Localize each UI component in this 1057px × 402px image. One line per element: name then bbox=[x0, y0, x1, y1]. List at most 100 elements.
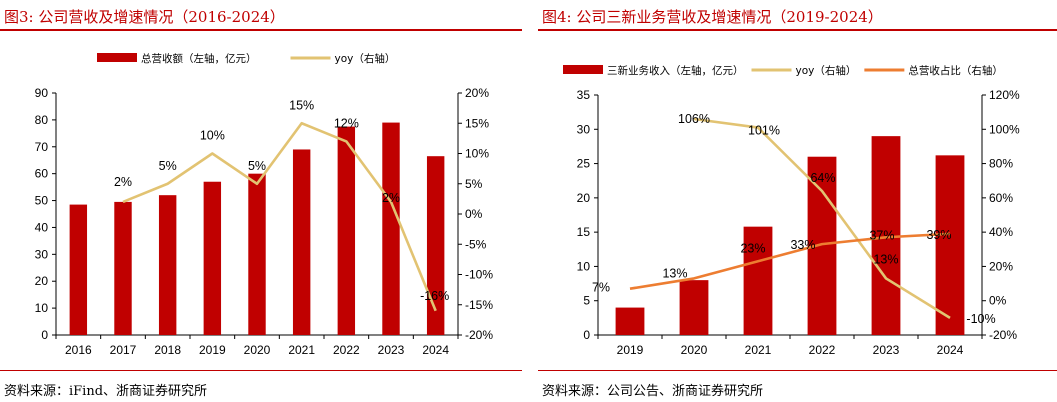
right-tick-label: 0% bbox=[465, 207, 483, 221]
x-tick-label: 2022 bbox=[809, 343, 836, 357]
data-label: 7% bbox=[592, 281, 610, 295]
left-tick-label: 10 bbox=[577, 259, 591, 273]
bar bbox=[382, 122, 400, 335]
bar bbox=[158, 195, 177, 335]
data-label: -16% bbox=[420, 289, 449, 303]
left-tick-label: 30 bbox=[35, 247, 49, 261]
data-label: 23% bbox=[740, 241, 765, 255]
left-tick-label: 15 bbox=[577, 225, 591, 239]
legend-label: yoy（右轴） bbox=[796, 64, 857, 77]
figure-title: 图4: 公司三新业务营收及增速情况（2019-2024） bbox=[542, 8, 883, 26]
left-tick-label: 5 bbox=[583, 294, 590, 308]
title-rule bbox=[538, 29, 1057, 31]
figure-title: 图3: 公司营收及增速情况（2016-2024） bbox=[4, 8, 285, 26]
right-tick-label: 0% bbox=[989, 294, 1007, 308]
right-tick-label: 20% bbox=[989, 259, 1013, 273]
x-tick-label: 2021 bbox=[745, 343, 772, 357]
data-label: 10% bbox=[200, 129, 225, 143]
data-label: 101% bbox=[748, 124, 780, 138]
left-tick-label: 10 bbox=[35, 301, 49, 315]
x-tick-label: 2017 bbox=[110, 343, 137, 357]
right-tick-label: -20% bbox=[989, 328, 1017, 342]
x-tick-label: 2021 bbox=[288, 343, 315, 357]
bar bbox=[935, 155, 965, 335]
right-tick-label: 100% bbox=[989, 122, 1020, 136]
left-tick-label: 90 bbox=[35, 86, 49, 100]
legend-label: 三新业务收入（左轴，亿元） bbox=[607, 64, 744, 77]
x-tick-label: 2019 bbox=[617, 343, 644, 357]
right-tick-label: -10% bbox=[465, 268, 493, 282]
series-line bbox=[122, 121, 437, 312]
left-tick-label: 40 bbox=[35, 220, 49, 234]
left-tick-label: 50 bbox=[35, 194, 49, 208]
data-label: 5% bbox=[159, 159, 177, 173]
bar bbox=[203, 181, 222, 335]
right-tick-label: 10% bbox=[465, 147, 489, 161]
data-label: 12% bbox=[334, 116, 359, 130]
title-rule bbox=[0, 29, 522, 31]
left-tick-label: 30 bbox=[577, 122, 591, 136]
data-label: 15% bbox=[289, 98, 314, 112]
bar bbox=[426, 156, 445, 335]
right-tick-label: 15% bbox=[465, 116, 489, 130]
bar bbox=[69, 204, 88, 335]
legend-label: yoy（右轴） bbox=[335, 52, 396, 65]
x-tick-label: 2024 bbox=[422, 343, 449, 357]
x-tick-label: 2022 bbox=[333, 343, 360, 357]
left-tick-label: 0 bbox=[583, 328, 590, 342]
source-rule bbox=[0, 370, 522, 371]
revenue-chart: 0 10 20 30 40 50 60 70 80 90 -20% -15% -10% -5% 0% 5% 10… bbox=[35, 52, 494, 357]
bar bbox=[679, 280, 709, 335]
x-tick-label: 2020 bbox=[681, 343, 708, 357]
data-label: -10% bbox=[966, 312, 995, 326]
data-label: 64% bbox=[810, 171, 835, 185]
right-tick-label: 40% bbox=[989, 225, 1013, 239]
x-tick-label: 2020 bbox=[244, 343, 271, 357]
right-tick-label: 20% bbox=[465, 86, 489, 100]
right-tick-label: -15% bbox=[465, 298, 493, 312]
x-tick-label: 2024 bbox=[937, 343, 964, 357]
new-business-chart: 0 5 10 15 20 25 30 35 -20% 0% 20% 40% 60% 80% 100% 120%… bbox=[563, 64, 1020, 357]
right-tick-label: 80% bbox=[989, 157, 1013, 171]
left-tick-label: 0 bbox=[41, 328, 48, 342]
left-tick-label: 80 bbox=[35, 113, 49, 127]
bar bbox=[743, 226, 773, 335]
right-tick-label: 120% bbox=[989, 88, 1020, 102]
data-label: 2% bbox=[382, 191, 400, 205]
x-tick-label: 2018 bbox=[154, 343, 181, 357]
bar bbox=[615, 307, 645, 335]
left-tick-label: 20 bbox=[577, 191, 591, 205]
data-label: 13% bbox=[662, 266, 687, 280]
legend-swatch bbox=[97, 53, 137, 62]
source-note: 资料来源：公司公告、浙商证券研究所 bbox=[542, 384, 764, 399]
chart-panel-right: 图4: 公司三新业务营收及增速情况（2019-2024） 0 5 10 15 20 25 3… bbox=[538, 0, 1057, 402]
right-tick-label: -5% bbox=[465, 237, 487, 251]
left-tick-label: 20 bbox=[35, 274, 49, 288]
left-tick-label: 70 bbox=[35, 140, 49, 154]
series-line bbox=[693, 117, 951, 319]
series-line bbox=[629, 232, 951, 290]
data-label: 106% bbox=[678, 112, 710, 126]
data-label: 13% bbox=[873, 252, 898, 266]
bar bbox=[292, 149, 311, 335]
right-tick-label: -20% bbox=[465, 328, 493, 342]
legend-label: 总营收额（左轴，亿元） bbox=[141, 52, 257, 65]
data-label: 39% bbox=[926, 228, 951, 242]
x-tick-label: 2016 bbox=[65, 343, 92, 357]
left-tick-label: 35 bbox=[577, 88, 591, 102]
source-note: 资料来源：iFind、浙商证券研究所 bbox=[4, 384, 208, 399]
x-tick-label: 2023 bbox=[378, 343, 405, 357]
data-label: 33% bbox=[790, 238, 815, 252]
left-tick-label: 60 bbox=[35, 167, 49, 181]
x-tick-label: 2023 bbox=[873, 343, 900, 357]
right-tick-label: 5% bbox=[465, 177, 483, 191]
right-tick-label: 60% bbox=[989, 191, 1013, 205]
source-rule bbox=[538, 370, 1057, 371]
legend-swatch bbox=[563, 65, 603, 74]
bar bbox=[248, 173, 266, 335]
data-label: 37% bbox=[869, 228, 894, 242]
chart-panel-left: 图3: 公司营收及增速情况（2016-2024） 0 10 20 30 40 50 60 70… bbox=[0, 0, 522, 402]
legend-label: 总营收占比（右轴） bbox=[908, 64, 1003, 77]
data-label: 2% bbox=[114, 175, 132, 189]
bar bbox=[337, 126, 356, 335]
